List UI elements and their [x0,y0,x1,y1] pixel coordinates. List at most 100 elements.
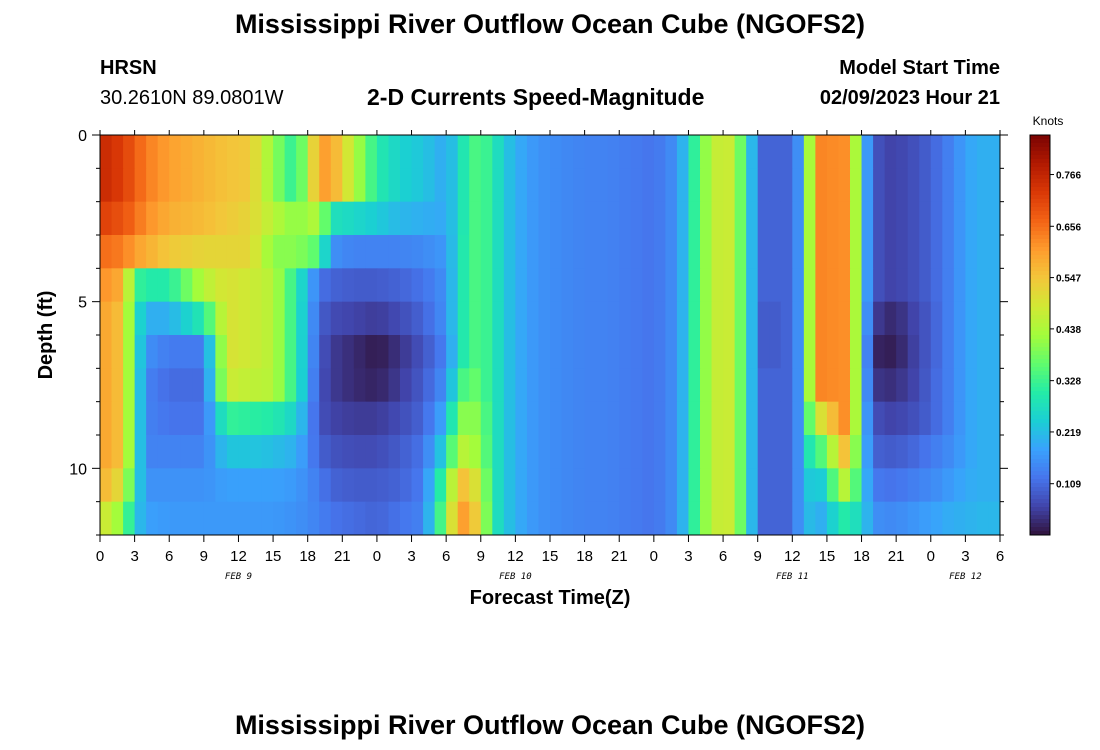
heatmap-cell [123,268,136,303]
heatmap-cell [746,201,759,236]
heatmap-cell [192,235,205,269]
heatmap-cell [180,135,193,169]
heatmap-cell [261,368,274,403]
x-tick-label: 6 [719,548,727,565]
heatmap-cell [607,135,620,169]
heatmap-cell [757,368,770,403]
colorbar-segment [1030,331,1050,336]
heatmap-cell [307,501,320,536]
heatmap-cell [538,435,551,469]
heatmap-cell [284,401,297,436]
heatmap-cell [515,301,528,336]
heatmap-cell [734,135,747,169]
heatmap-cell [815,201,828,236]
heatmap-cell [850,135,863,169]
heatmap-cell [757,301,770,336]
heatmap-cell [700,168,713,203]
heatmap-cell [480,335,493,369]
x-tick-label: 0 [650,548,658,565]
colorbar-segment [1030,175,1050,180]
heatmap-cell [988,168,1001,203]
heatmap-cell [723,368,736,403]
heatmap-cell [503,135,516,169]
heatmap-cell [561,135,574,169]
heatmap-cell [273,468,286,503]
heatmap-cell [676,301,689,336]
heatmap-cell [400,468,413,503]
heatmap-cell [919,301,932,336]
heatmap-cell [538,368,551,403]
heatmap-cell [123,401,136,436]
heatmap-cell [561,201,574,236]
heatmap-cell [688,401,701,436]
heatmap-cell [515,268,528,303]
colorbar-segment [1030,371,1050,376]
heatmap-cell [226,235,239,269]
heatmap-cell [342,135,355,169]
heatmap-cell [400,301,413,336]
heatmap-cell [965,301,978,336]
colorbar-segment [1030,159,1050,164]
heatmap-cell [873,301,886,336]
heatmap-cell [203,501,216,536]
heatmap-cell [226,268,239,303]
heatmap-cell [873,135,886,169]
heatmap-cell [192,368,205,403]
heatmap-cell [157,135,170,169]
heatmap-cell [711,401,724,436]
heatmap-cell [734,168,747,203]
x-tick-label: 6 [165,548,173,565]
heatmap-cell [342,168,355,203]
heatmap-cell [826,368,839,403]
heatmap-cell [169,235,182,269]
heatmap-cell [100,235,113,269]
heatmap-cell [169,301,182,336]
colorbar-segment [1030,451,1050,456]
heatmap-cell [746,168,759,203]
colorbar-segment [1030,227,1050,232]
heatmap-cell [123,368,136,403]
x-axis: 0 3 6 9 12 15 18 21 0 3 6 9 12 15 18 21 0 3 6 9 12 15 18 21 0 3 6 F… [96,130,1004,582]
heatmap-cell [746,301,759,336]
heatmap-cell [411,335,424,369]
heatmap-cell [734,201,747,236]
heatmap-cell [780,201,793,236]
heatmap-cell [526,368,539,403]
colorbar-segment [1030,247,1050,252]
heatmap-cell [907,268,920,303]
heatmap-cell [838,401,851,436]
heatmap-cell [353,501,366,536]
heatmap-cell [596,201,609,236]
heatmap-cell [250,401,263,436]
heatmap-cell [896,435,909,469]
heatmap-cell [238,235,251,269]
colorbar-segment [1030,191,1050,196]
heatmap-cell [261,468,274,503]
heatmap-cell [769,368,782,403]
heatmap-cell [319,201,332,236]
heatmap-cell [353,468,366,503]
heatmap-cell [688,168,701,203]
heatmap-cell [965,235,978,269]
heatmap-cell [780,435,793,469]
colorbar-segment [1030,427,1050,432]
heatmap-cell [884,268,897,303]
heatmap-cell [538,135,551,169]
heatmap-cell [665,235,678,269]
heatmap-cell [838,168,851,203]
heatmap-cell [792,368,805,403]
heatmap-cell [573,335,586,369]
heatmap-cell [503,201,516,236]
heatmap-cell [515,368,528,403]
heatmap-cell [619,201,632,236]
heatmap-cell [757,468,770,503]
heatmap-cell [180,201,193,236]
heatmap-cell [953,468,966,503]
colorbar-segment [1030,491,1050,496]
heatmap-cell [100,201,113,236]
heatmap-cell [538,201,551,236]
heatmap-cell [284,368,297,403]
heatmap-cell [192,135,205,169]
heatmap-cell [757,135,770,169]
